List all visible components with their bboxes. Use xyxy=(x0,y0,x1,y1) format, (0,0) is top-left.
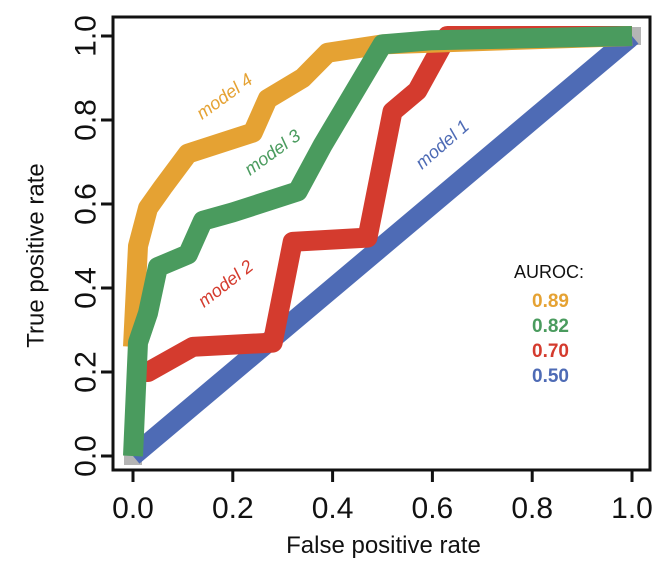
y-tick-label-4: 0.8 xyxy=(70,99,103,141)
x-tick-label-3: 0.6 xyxy=(412,492,454,525)
auroc-legend: AUROC: 0.89 0.82 0.70 0.50 xyxy=(514,262,584,387)
y-tick-label-3: 0.6 xyxy=(70,183,103,225)
legend-value-model-1: 0.50 xyxy=(532,366,569,387)
x-tick-label-4: 0.8 xyxy=(511,492,553,525)
series-line-model-4 xyxy=(123,26,633,348)
series-line-model-3 xyxy=(123,26,633,457)
y-tick-label-1: 0.2 xyxy=(70,351,103,393)
x-tick-label-0: 0.0 xyxy=(112,492,154,525)
legend-title: AUROC: xyxy=(514,262,584,282)
x-axis-label: False positive rate xyxy=(286,532,481,559)
y-tick-label-5: 1.0 xyxy=(70,15,103,57)
series-label-model-1: model 1 xyxy=(412,116,473,173)
x-tick-label-5: 1.0 xyxy=(611,492,653,525)
legend-value-model-4: 0.89 xyxy=(532,291,569,312)
y-tick-label-0: 0.0 xyxy=(70,435,103,477)
x-tick-label-1: 0.2 xyxy=(212,492,254,525)
curves-layer xyxy=(123,26,641,465)
ticks-layer: 0.0 0.2 0.4 0.6 0.8 1.0 0.0 0.2 0.4 0.6 0.8 1.0 xyxy=(70,15,653,525)
series-line-model-2 xyxy=(133,26,632,382)
x-tick-label-2: 0.4 xyxy=(312,492,354,525)
y-tick-label-2: 0.4 xyxy=(70,267,103,309)
plot-frame xyxy=(111,15,652,472)
legend-value-model-3: 0.82 xyxy=(532,316,569,337)
series-line-model-1 xyxy=(126,28,639,464)
y-axis-label: True positive rate xyxy=(23,163,50,348)
series-label-model-4: model 4 xyxy=(193,69,257,123)
legend-value-model-2: 0.70 xyxy=(532,341,569,362)
series-label-model-2: model 2 xyxy=(194,256,257,311)
